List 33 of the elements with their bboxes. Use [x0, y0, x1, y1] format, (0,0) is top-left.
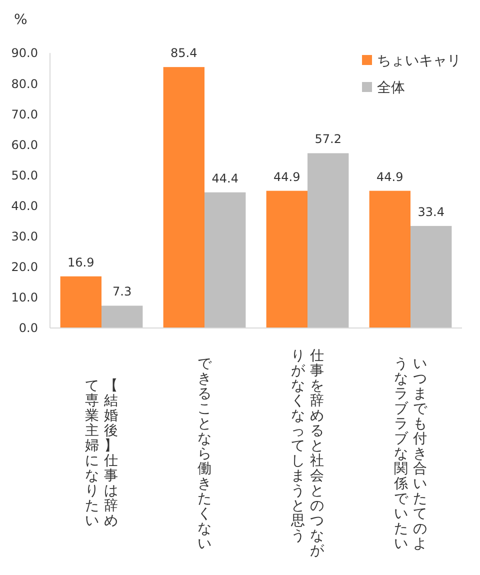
- bar: [410, 226, 452, 328]
- y-tick-label: 90.0: [11, 46, 38, 60]
- category-label: いつまでも付き合いたてのようなラブラブな関係でいたい: [394, 356, 427, 552]
- legend-label: ちょいキャリ: [377, 52, 461, 69]
- data-label: 44.9: [376, 170, 404, 184]
- y-tick-label: 20.0: [11, 260, 38, 274]
- bar: [102, 306, 143, 328]
- y-tick-label: 50.0: [11, 168, 38, 182]
- data-label: 44.4: [212, 171, 238, 186]
- category-label: 【結婚後】仕事は辞めて専業主婦になりたい: [85, 378, 118, 529]
- data-label: 44.9: [274, 170, 300, 184]
- y-tick-label: 60.0: [11, 138, 38, 152]
- y-axis-title: %: [14, 12, 28, 28]
- y-tick-label: 40.0: [11, 198, 38, 213]
- bar: [60, 276, 102, 328]
- y-tick-label: 10.0: [11, 290, 38, 305]
- legend-label: 全体: [377, 80, 405, 96]
- data-label: 85.4: [170, 46, 198, 60]
- bar: [266, 190, 308, 328]
- category-label: できることなら働きたくない: [198, 356, 212, 552]
- data-label: 16.9: [68, 255, 94, 270]
- category-label: 仕事を辞めると社会とのつながりがなくなってしまうと思う: [291, 348, 324, 559]
- bar: [204, 192, 246, 328]
- bar: [369, 190, 410, 328]
- y-tick-label: 80.0: [11, 76, 38, 91]
- bar: [163, 67, 204, 328]
- data-label: 57.2: [314, 132, 342, 146]
- y-tick-label: 0.0: [18, 321, 38, 336]
- y-tick-label: 30.0: [11, 230, 38, 244]
- y-tick-label: 70.0: [11, 107, 38, 122]
- data-label: 33.4: [418, 204, 444, 219]
- bar: [308, 153, 349, 328]
- data-label: 7.3: [112, 284, 132, 299]
